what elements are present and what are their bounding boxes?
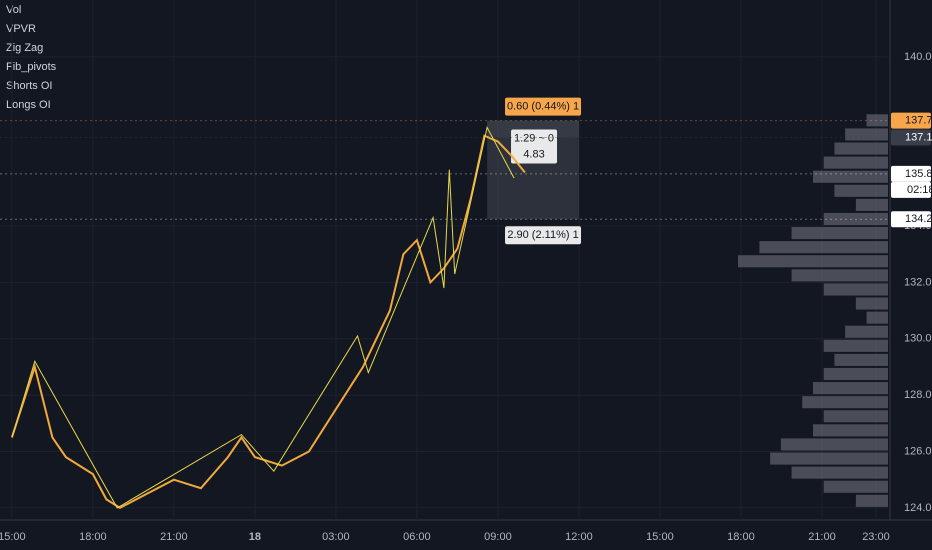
- vpvr-bar: [759, 241, 888, 254]
- y-tick-label: 132.00: [904, 276, 932, 288]
- x-tick-label: 09:00: [484, 531, 512, 543]
- y-tick-label: 124.00: [904, 502, 932, 514]
- vpvr-bar: [834, 142, 888, 155]
- vpvr-bar: [791, 227, 888, 240]
- vpvr-bar: [813, 170, 888, 183]
- vpvr-bar: [813, 382, 888, 395]
- x-tick-label: 21:00: [808, 531, 836, 543]
- x-tick-label: 03:00: [322, 531, 350, 543]
- vpvr-bar: [823, 212, 888, 226]
- y-tick-label: 130.00: [904, 333, 932, 345]
- vpvr-bar: [823, 339, 888, 352]
- vpvr-bar: [866, 114, 888, 127]
- vpvr-bar: [866, 311, 888, 324]
- price-line: [10, 134, 526, 510]
- zigzag-line: [11, 125, 515, 509]
- vpvr-bar: [823, 410, 888, 423]
- vpvr-bar: [823, 156, 888, 169]
- indicator-label: VPVR: [6, 23, 36, 35]
- countdown: 02:18: [907, 184, 932, 196]
- countdown-badge: [891, 181, 931, 198]
- x-tick-label: 15:00: [646, 531, 674, 543]
- vpvr-bar: [855, 494, 888, 507]
- vpvr-bar: [813, 424, 888, 437]
- y-tick-label: 140.00: [904, 51, 932, 63]
- vpvr-bar: [791, 269, 888, 282]
- vpvr-bar: [770, 452, 888, 465]
- price-badge-label: 137.14: [905, 131, 932, 143]
- x-tick-label: 12:00: [565, 531, 593, 543]
- position-info: 1.29 ~ 0: [514, 132, 554, 144]
- price-badge-label: 134.24: [905, 213, 932, 225]
- x-tick-label: 23:00: [862, 531, 890, 543]
- vpvr-bar: [802, 396, 888, 409]
- vpvr-bar: [823, 480, 888, 493]
- vpvr-bar: [823, 367, 888, 381]
- vpvr-bar: [855, 297, 888, 310]
- position-info: 4.83: [523, 148, 544, 160]
- price-badge: [891, 112, 931, 129]
- price-badge-label: 137.74: [905, 115, 932, 127]
- vpvr-bar: [845, 128, 888, 141]
- vpvr-bar: [791, 466, 888, 479]
- indicator-label: Fib_pivots: [6, 61, 57, 73]
- target-label-box: [505, 226, 582, 245]
- y-tick-label: 128.00: [904, 389, 932, 401]
- vpvr-bar: [780, 438, 888, 451]
- vpvr-bar: [855, 198, 888, 211]
- stop-label-box: [505, 97, 582, 116]
- indicator-label: Zig Zag: [6, 42, 43, 54]
- x-tick-label: 18:00: [79, 531, 107, 543]
- info-box: [511, 129, 558, 164]
- x-tick-label: 06:00: [403, 531, 431, 543]
- vpvr-bar: [823, 283, 888, 296]
- x-tick-label: 18:00: [727, 531, 755, 543]
- indicator-label: Shorts OI: [6, 80, 52, 92]
- price-badge-label: 135.85: [905, 168, 932, 180]
- stop-label: 0.60 (0.44%) 1: [507, 101, 579, 113]
- x-tick-label: 21:00: [160, 531, 188, 543]
- indicator-label: Vol: [6, 4, 21, 16]
- price-badge: [891, 129, 931, 146]
- indicator-label: Longs OI: [6, 99, 51, 111]
- x-tick-label: 15:00: [0, 531, 26, 543]
- target-label: 2.90 (2.11%) 1: [507, 229, 578, 241]
- vpvr-bar: [738, 255, 888, 268]
- x-tick-label: 18: [249, 531, 261, 543]
- price-badge: [891, 211, 931, 228]
- vpvr-bar: [834, 184, 888, 197]
- y-tick-label: 126.00: [904, 445, 932, 457]
- vpvr-bar: [834, 353, 888, 366]
- vpvr-bar: [845, 325, 888, 338]
- price-badge: [891, 165, 931, 182]
